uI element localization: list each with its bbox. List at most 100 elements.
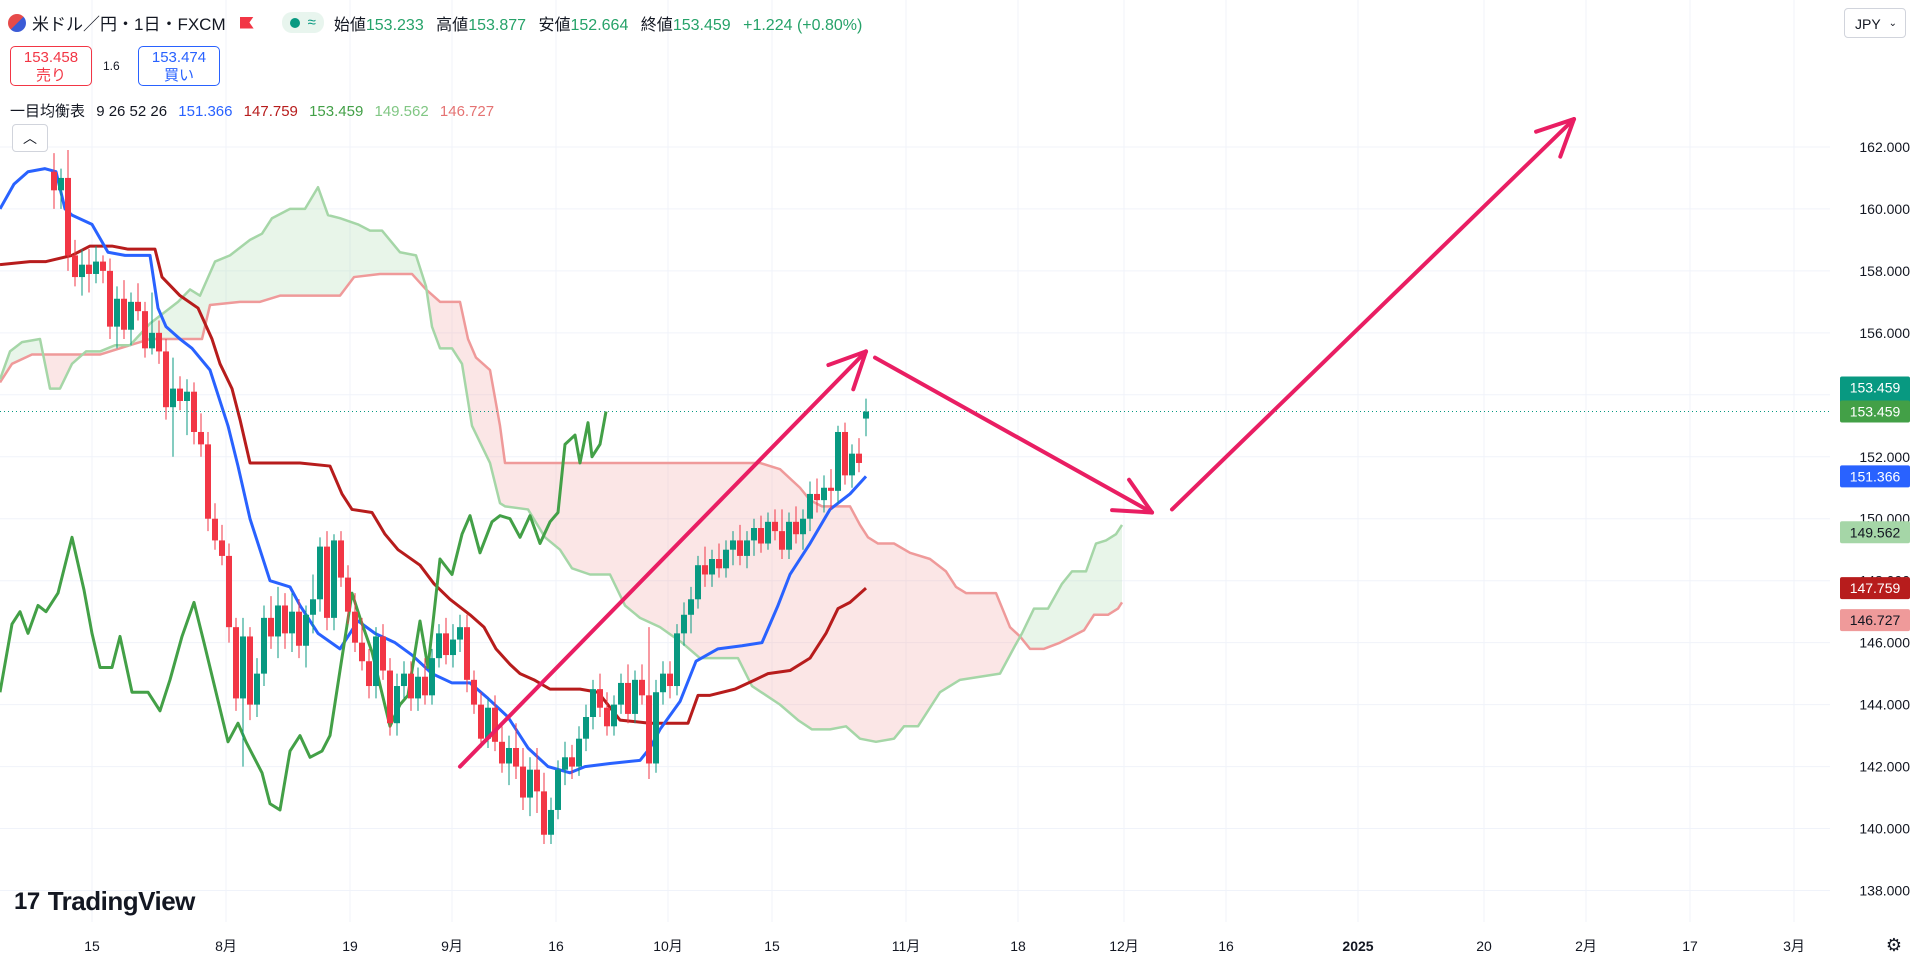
cloud-slice (660, 462, 662, 629)
cloud-slice (460, 301, 462, 364)
candle (800, 518, 806, 535)
candle (534, 769, 540, 792)
cloud-slice (788, 476, 790, 714)
cloud-slice (328, 215, 330, 296)
collapse-legend-button[interactable]: ︿ (12, 124, 48, 152)
ichimoku-lines (0, 167, 1124, 812)
symbol-title[interactable]: 米ドル／円・1日・FXCM (32, 15, 226, 34)
cloud-slice (1104, 540, 1106, 615)
cloud-slice (914, 554, 916, 727)
candle (142, 311, 148, 349)
cloud-slice (840, 506, 842, 728)
cloud-slice (792, 480, 794, 717)
cloud-slice (1066, 576, 1068, 640)
candle (121, 298, 127, 330)
cloud-slice (374, 230, 376, 275)
candle (660, 673, 666, 693)
cloud-slice (764, 464, 766, 696)
cloud-slice (826, 506, 828, 730)
cloud-slice (242, 244, 244, 302)
cloud-slice (778, 468, 780, 705)
cloud-slice (632, 462, 634, 613)
cloud-slice (526, 462, 528, 510)
candle (114, 298, 120, 327)
candle (191, 391, 197, 432)
cloud-slice (654, 462, 656, 626)
senkou-b-tag (1840, 609, 1910, 632)
tenkan-value: 151.366 (178, 103, 233, 120)
x-tick-label: 2月 (1575, 938, 1597, 954)
candle (226, 555, 232, 628)
chevron-up-icon: ︿ (23, 130, 37, 146)
cloud-slice (602, 462, 604, 575)
senkou-b-value: 146.727 (439, 103, 495, 120)
currency-select[interactable]: JPY ⌄ (1844, 8, 1906, 38)
x-tick-label: 18 (1010, 938, 1026, 954)
cloud-slice (542, 462, 544, 536)
cloud-slice (994, 593, 996, 675)
cloud-slice (618, 462, 620, 596)
cloud-slice (820, 505, 822, 730)
cloud-slice (742, 462, 744, 671)
cloud-slice (336, 217, 338, 296)
cloud-slice (312, 193, 314, 296)
flag-marker-icon[interactable] (239, 16, 254, 29)
cloud-slice (894, 543, 896, 739)
buy-button[interactable]: 153.474 買い (138, 46, 220, 86)
cloud-slice (166, 309, 168, 340)
cloud-slice (270, 218, 272, 299)
cloud-slice (954, 583, 956, 684)
candle (205, 444, 211, 519)
cloud-slice (1100, 541, 1102, 615)
cloud-slice (548, 462, 550, 542)
cloud-slice (412, 254, 414, 277)
cloud-slice (674, 462, 676, 639)
status-indicator[interactable]: ≈ (281, 12, 324, 33)
cloud-slice (644, 462, 646, 621)
y-tick-label: 160.000 (1859, 201, 1910, 217)
current-price-value: 153.459 (1850, 380, 1901, 396)
senkou-a-line (0, 185, 1124, 744)
tv-logo-icon: 17 (14, 887, 40, 915)
cloud-slice (848, 506, 850, 730)
x-tick-label: 16 (1218, 938, 1234, 954)
candle (723, 549, 729, 569)
candle (93, 261, 99, 274)
cloud-slice (992, 593, 994, 675)
cloud-slice (790, 478, 792, 715)
cloud-slice (352, 222, 354, 280)
cloud-slice (988, 593, 990, 676)
candle (583, 717, 589, 739)
cloud-slice (384, 233, 386, 274)
cloud-slice (230, 253, 232, 303)
cloud-slice (810, 500, 812, 730)
cloud-slice (188, 289, 190, 340)
settings-gear-icon[interactable]: ⚙ (1885, 935, 1902, 955)
cloud-slice (932, 560, 934, 705)
cloud-slice (1060, 583, 1062, 643)
cloud-slice (10, 349, 12, 367)
cloud-slice (186, 291, 188, 340)
candle (170, 388, 176, 408)
candle (758, 528, 764, 544)
cloud-slice (568, 462, 570, 566)
cloud-slice (214, 261, 216, 305)
cloud-slice (604, 462, 606, 575)
cloud-slice (1026, 620, 1028, 647)
candle (345, 577, 351, 612)
cloud-slice (222, 257, 224, 304)
cloud-slice (462, 311, 464, 377)
trend-arrow (873, 355, 1154, 515)
cloud-slice (1046, 608, 1048, 649)
cloud-slice (1078, 571, 1080, 634)
cloud-slice (872, 539, 874, 742)
candle (198, 431, 204, 445)
cloud-slice (798, 485, 800, 722)
cloud-slice (494, 392, 496, 488)
cloud-slice (676, 462, 678, 640)
indicator-legend[interactable]: 一目均衡表 9 26 52 26 151.366 147.759 153.459… (10, 100, 501, 121)
cloud-slice (1118, 528, 1120, 609)
candle (310, 599, 316, 615)
sell-button[interactable]: 153.458 売り (10, 46, 92, 86)
